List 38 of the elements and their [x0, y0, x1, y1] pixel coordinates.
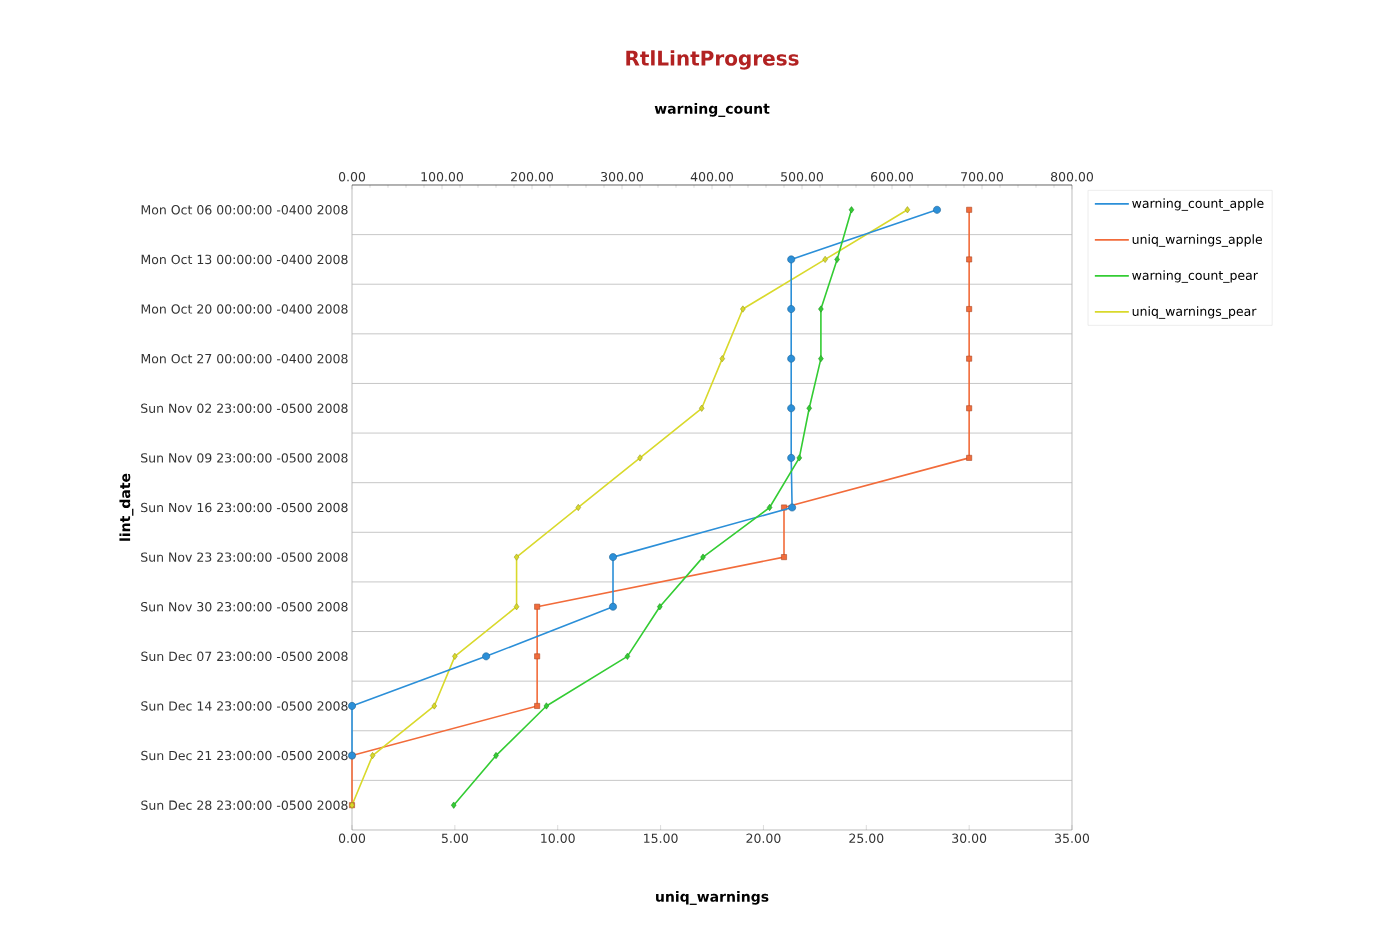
x2-tick-label: 500.00 — [781, 172, 824, 182]
y-tick-label: Sun Dec 21 23:00:00 -0500 2008 — [141, 750, 348, 761]
legend-label: warning_count_apple — [1132, 198, 1264, 211]
y-tick-label: Sun Dec 14 23:00:00 -0500 2008 — [141, 701, 348, 711]
x2-tick-label: 700.00 — [961, 172, 1004, 182]
x-tick-label: 15.00 — [644, 833, 678, 843]
y-tick-label: Mon Oct 06 00:00:00 -0400 2008 — [141, 205, 348, 215]
x-tick-label: 5.00 — [441, 833, 468, 843]
y-tick-label: Sun Nov 30 23:00:00 -0500 2008 — [141, 601, 348, 612]
x-tick-label: 25.00 — [849, 833, 884, 843]
x2-tick-label: 300.00 — [601, 172, 644, 182]
y-tick-label: Mon Oct 20 00:00:00 -0400 2008 — [141, 304, 348, 314]
chart-title: RtlLintProgress — [626, 50, 799, 70]
y-tick-label: Sun Dec 07 23:00:00 -0500 2008 — [141, 651, 348, 662]
x2-tick-label: 800.00 — [1050, 172, 1094, 182]
y-tick-label: Sun Nov 09 23:00:00 -0500 2008 — [141, 453, 348, 463]
y-tick-label: Mon Oct 13 00:00:00 -0400 2008 — [141, 254, 348, 265]
legend-label: uniq_warnings_apple — [1132, 234, 1263, 247]
legend-label: uniq_warnings_pear — [1132, 306, 1257, 319]
x-tick-label: 30.00 — [952, 833, 987, 843]
x2-axis-title: warning_count — [654, 103, 770, 117]
y-tick-label: Sun Dec 28 23:00:00 -0500 2008 — [141, 800, 348, 810]
x2-tick-label: 200.00 — [511, 172, 554, 182]
x2-tick-label: 600.00 — [871, 172, 914, 182]
x-tick-label: 35.00 — [1055, 833, 1090, 843]
y-axis-title: lint_date — [119, 473, 134, 541]
x2-tick-label: 100.00 — [421, 172, 464, 182]
y-tick-label: Sun Nov 23 23:00:00 -0500 2008 — [141, 552, 348, 562]
y-tick-label: Mon Oct 27 00:00:00 -0400 2008 — [141, 353, 348, 364]
y-tick-label: Sun Nov 02 23:00:00 -0500 2008 — [141, 403, 348, 413]
x-tick-label: 20.00 — [746, 833, 781, 843]
x2-tick-label: 0.00 — [338, 172, 366, 182]
y-tick-label: Sun Nov 16 23:00:00 -0500 2008 — [141, 502, 348, 513]
legend-label: warning_count_pear — [1132, 270, 1258, 283]
x2-tick-label: 400.00 — [690, 172, 734, 182]
x-tick-label: 0.00 — [338, 833, 366, 843]
x-tick-label: 10.00 — [541, 833, 575, 843]
x-axis-title: uniq_warnings — [656, 891, 769, 905]
